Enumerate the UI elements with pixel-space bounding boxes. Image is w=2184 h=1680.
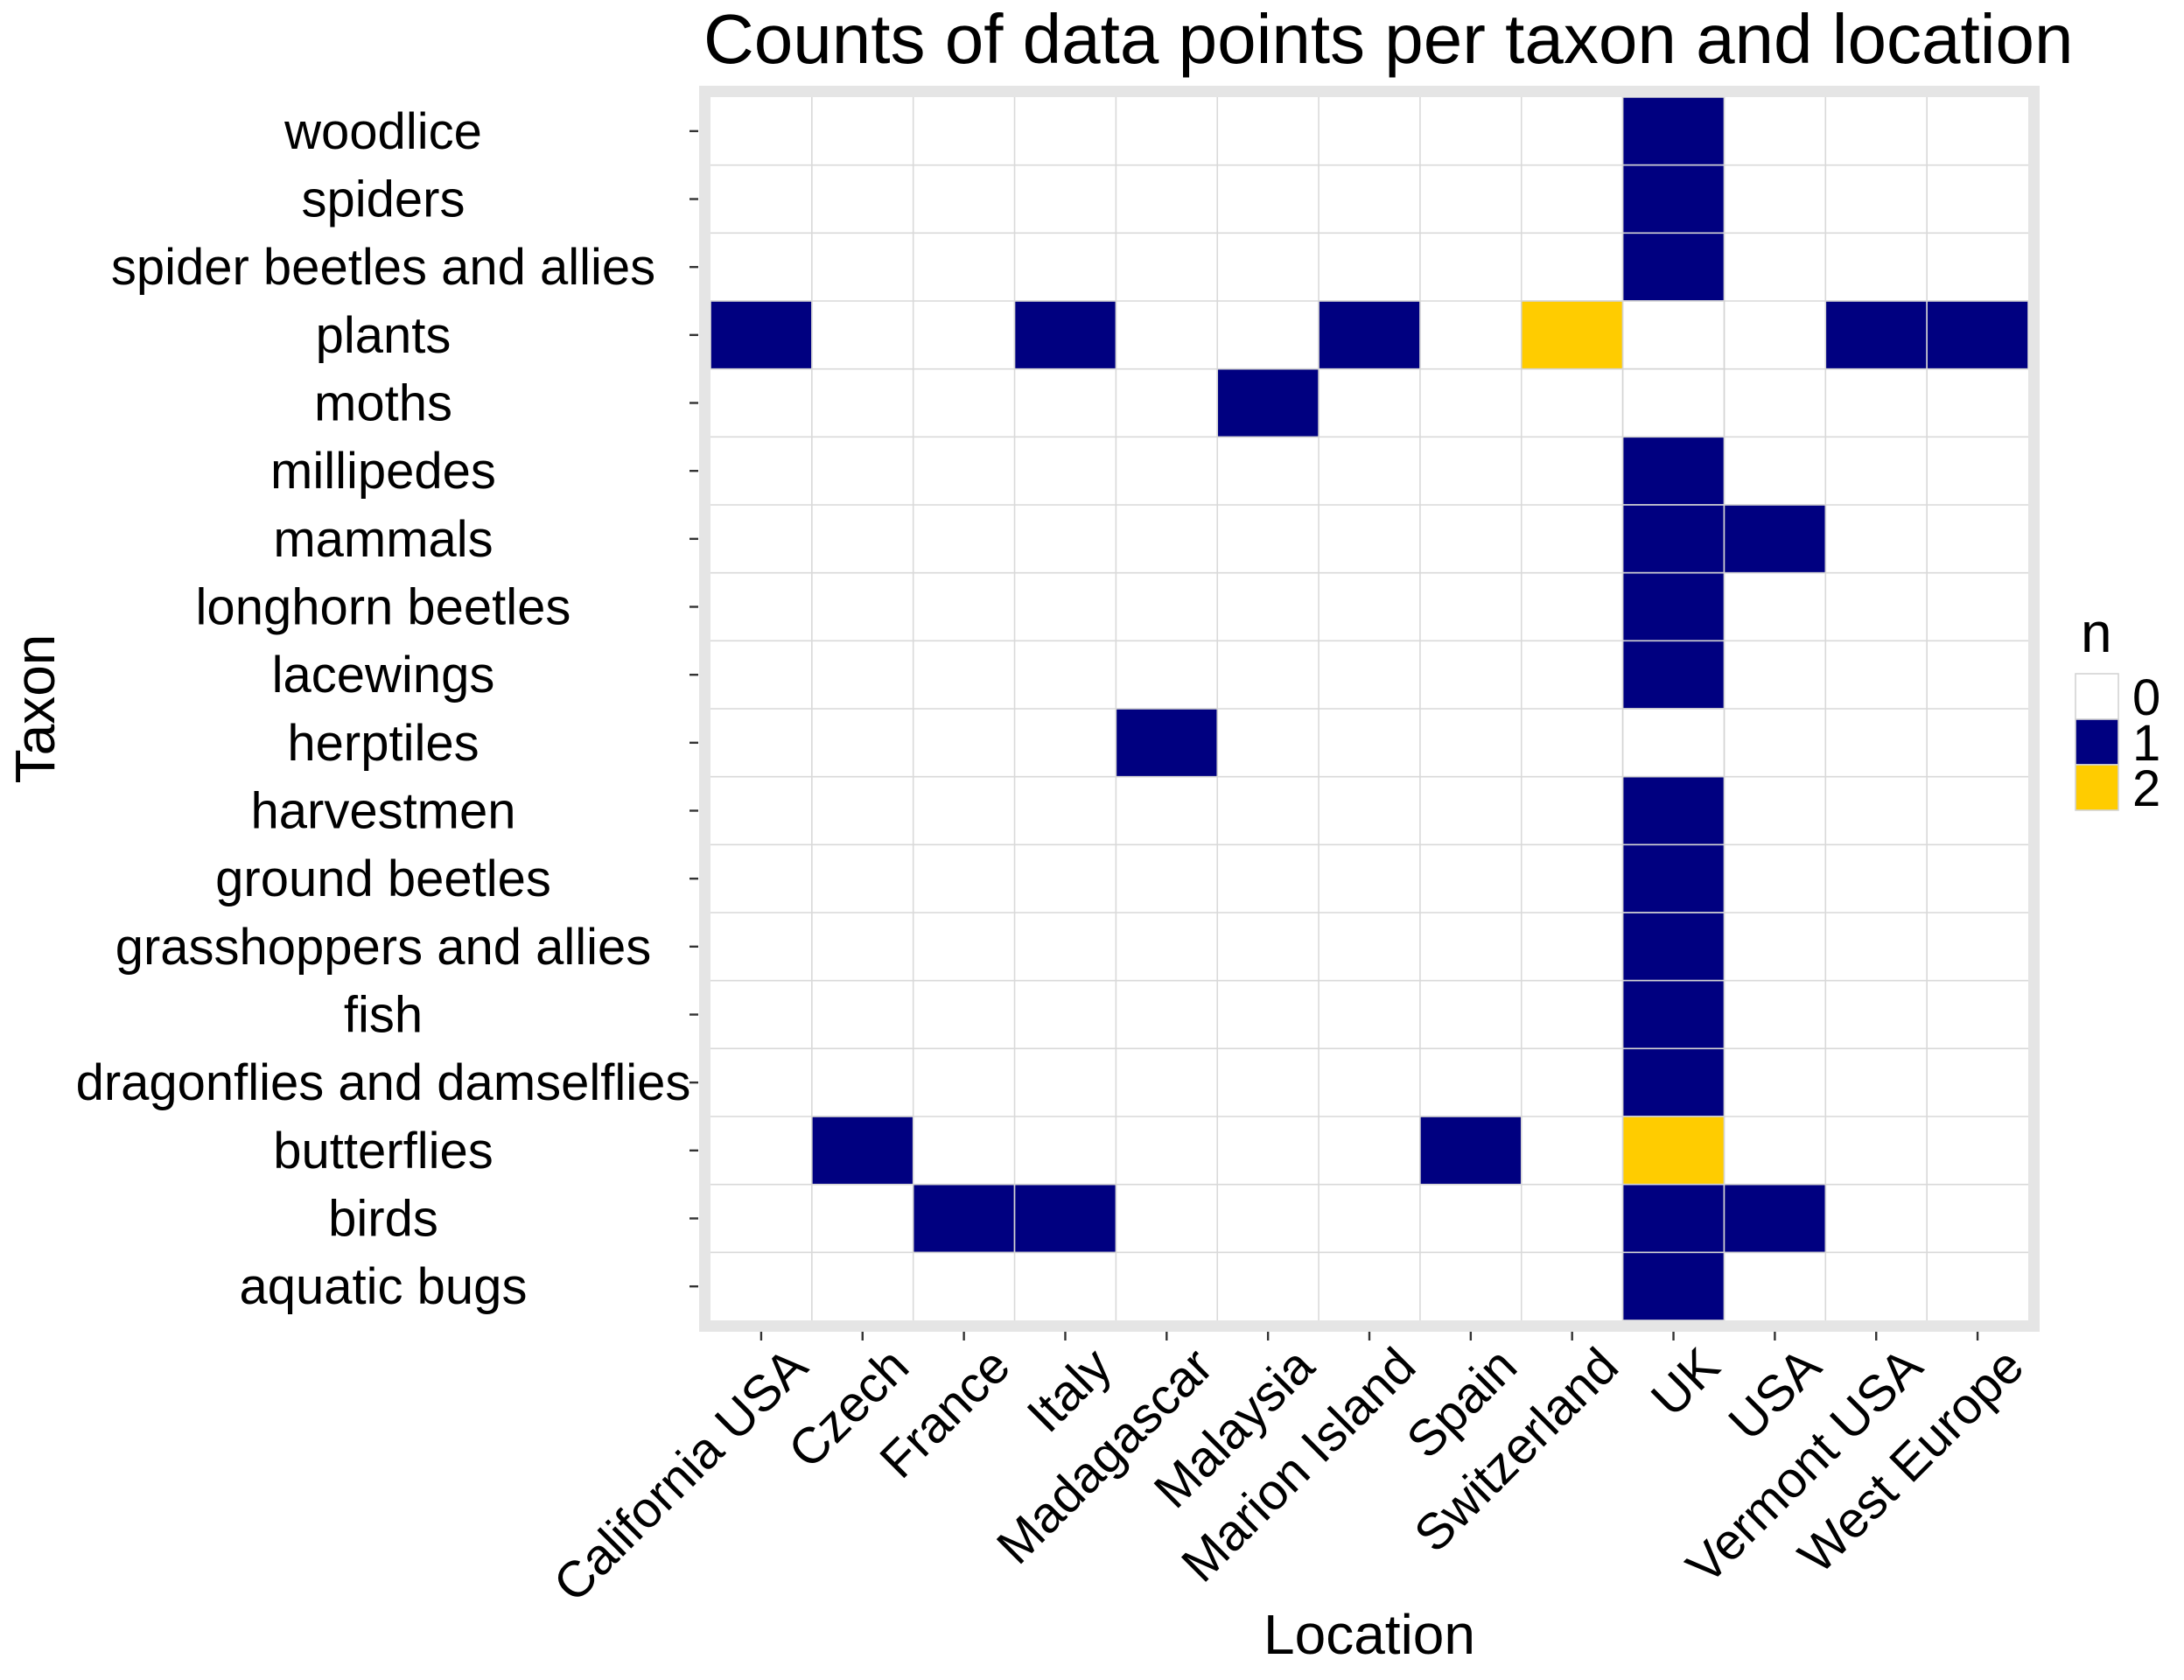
legend-key [2075,673,2119,720]
heatmap-tile [912,1183,1016,1254]
heatmap-tile [1115,708,1219,778]
heatmap-tile [1621,640,1726,710]
heatmap-tile [1926,300,2029,370]
heatmap-tile [1723,1183,1827,1254]
heatmap-tile [1621,232,1726,302]
chart-title: Counts of data points per taxon and loca… [704,0,2074,78]
heatmap-tile [1419,1116,1522,1186]
heatmap-tile [1318,300,1421,370]
y-tick-label: grasshoppers and allies [116,919,652,976]
heatmap-tile [811,1116,914,1186]
heatmap-tile [1621,164,1726,234]
legend-key [2075,764,2119,811]
heatmap-tile [1621,708,1726,778]
y-tick-label: plants [316,307,452,364]
y-tick-label: longhorn beetles [196,579,571,636]
legend-key [2075,718,2119,766]
y-tick-label: harvestmen [250,783,515,840]
heatmap-tile [1520,300,1624,370]
heatmap-tile [1621,1183,1726,1254]
y-tick-label: birds [328,1191,438,1248]
heatmap-tile [1621,96,1726,166]
y-tick-label: dragonflies and damselflies [76,1054,691,1111]
y-tick-label: butterflies [273,1123,493,1180]
heatmap-tile [1621,300,1726,370]
y-tick-label: fish [344,987,423,1044]
heatmap-tile [1621,1116,1726,1186]
y-tick-label: millipedes [270,443,496,500]
y-tick-label: ground beetles [215,850,551,907]
heatmap-tile [1824,300,1928,370]
heatmap-tile [1621,775,1726,846]
legend-label: 2 [2132,760,2160,817]
heatmap-tile [1621,504,1726,574]
y-tick-label: woodlice [284,103,482,160]
heatmap-tile [1621,368,1726,438]
y-tick-label: spider beetles and allies [111,239,655,296]
heatmap-tile [1621,436,1726,506]
heatmap-tile [1621,1047,1726,1117]
legend-label: 0 [2132,669,2160,726]
legend-label: 1 [2132,715,2160,772]
heatmap-tile [1013,1183,1117,1254]
heatmap-tile [1621,1251,1726,1321]
heatmap-tile [1723,504,1827,574]
y-tick-label: mammals [273,511,493,568]
heatmap-tile [710,300,813,370]
heatmap-tiles [710,96,2029,1321]
heatmap-tile [1621,571,1726,642]
heatmap-tile [1621,844,1726,914]
y-axis-title: Taxon [4,634,66,784]
y-tick-label: aquatic bugs [240,1258,528,1315]
y-tick-label: lacewings [272,647,495,704]
x-axis-title: Location [1264,1603,1475,1666]
heatmap-tile [1621,979,1726,1050]
y-tick-label: moths [314,375,452,432]
y-tick-label: spiders [302,172,466,228]
legend: n 012 [2075,601,2160,817]
heatmap-tile [1621,912,1726,982]
panel-border [699,86,2040,1332]
y-tick-label: herptiles [287,715,479,772]
legend-title: n [2081,601,2112,664]
heatmap-tile [1216,368,1320,438]
heatmap-tile [1013,300,1117,370]
